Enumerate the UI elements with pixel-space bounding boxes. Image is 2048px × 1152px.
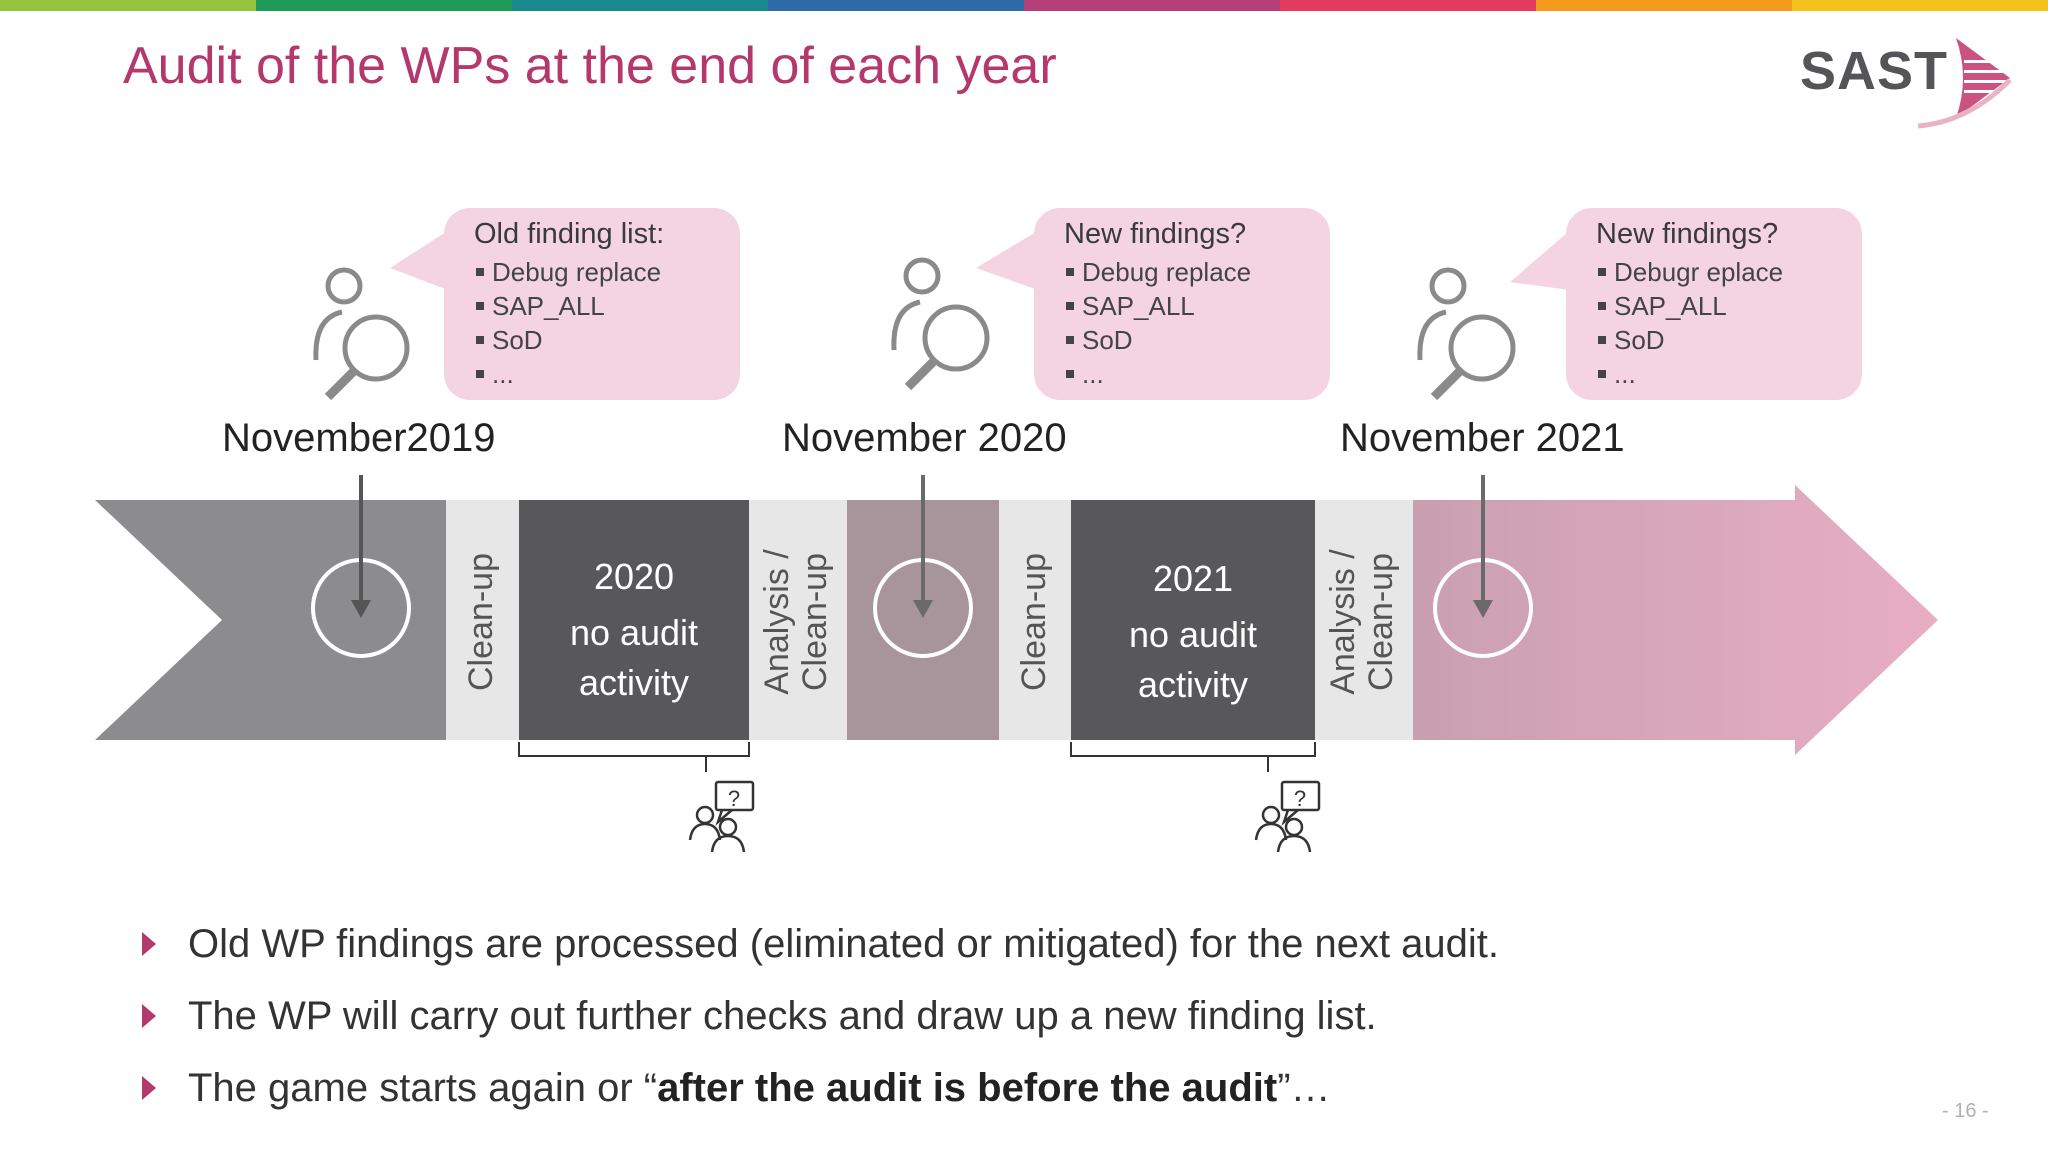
date-2020: November 2020 [782,416,1067,460]
bubble-item: SoD [474,323,740,357]
bubble-item: SoD [1596,323,1862,357]
block-2021-text: 2021 no audit activity [1071,554,1315,710]
bubble-item: Debugr eplace [1596,255,1862,289]
marker-2019 [311,475,411,658]
bullet-text-pre: The game starts again or “ [188,1066,658,1110]
bubble-item: ... [1596,357,1862,391]
cleanup-label-2: Clean-up [1015,553,1053,691]
bubble-tail-2 [976,232,1038,290]
bullet-text-bold: after the audit is before the audit [657,1066,1278,1110]
block-2021 [1071,500,1315,740]
logo-text: SAST [1800,41,1949,101]
bubble-item: SAP_ALL [474,289,740,323]
page-number: - 16 - [1942,1100,1989,1122]
bullet-text: Old WP findings are processed (eliminate… [188,922,1500,966]
color-bar [0,0,2048,11]
bubble-item: ... [474,357,740,391]
analysis-label-line: Analysis / [1324,549,1362,695]
bubble-item: SAP_ALL [1596,289,1862,323]
bullet-list: Old WP findings are processed (eliminate… [142,918,1499,1134]
bubble-item: SAP_ALL [1064,289,1330,323]
bubble-new-findings-2021: New findings? Debugr eplace SAP_ALL SoD … [1566,208,1862,400]
triangle-bullet-icon [142,1004,156,1028]
bullet-item: The WP will carry out further checks and… [142,990,1499,1062]
bubble-item: SoD [1064,323,1330,357]
logo-swoosh-icon [1917,38,2012,129]
block-line: activity [1137,664,1249,705]
triangle-bullet-icon [142,1076,156,1100]
analysis-segment-2 [1315,500,1413,740]
bubble-title: New findings? [1064,218,1247,250]
team-question-icon-1 [688,780,755,853]
svg-text:?: ? [728,786,740,811]
bubble-title: Old finding list: [474,218,665,250]
auditor-icon-2 [891,257,990,391]
block-line: no audit [1128,614,1258,655]
bubble-tail-3 [1510,232,1570,290]
auditor-icon-1 [313,267,410,401]
marker-2020 [873,475,973,658]
date-2019: November2019 [222,416,496,460]
bubble-new-findings-2020: New findings? Debug replace SAP_ALL SoD … [1034,208,1330,400]
block-year: 2020 [593,556,675,597]
bullet-item: Old WP findings are processed (eliminate… [142,918,1499,990]
timeline-end-arrow [1413,485,1938,755]
bracket-2021 [1070,742,1316,772]
timeline-start-chevron [95,500,446,740]
block-2020 [519,500,749,740]
bubble-old-findings: Old finding list: Debug replace SAP_ALL … [444,208,740,400]
bubble-tail-1 [390,232,448,290]
block-2020-text: 2020 no audit activity [519,552,749,708]
block-line: activity [578,662,690,703]
analysis-label-line: Clean-up [1362,553,1400,691]
analysis-label-line: Analysis / [758,549,796,695]
triangle-bullet-icon [142,932,156,956]
slide-title: Audit of the WPs at the end of each year [123,37,1057,95]
bubble-title: New findings? [1596,218,1779,250]
bubble-item: Debug replace [474,255,740,289]
cleanup-segment-1 [446,500,519,740]
bullet-text: The WP will carry out further checks and… [188,994,1377,1038]
analysis-label-1: Analysis / Clean-up [758,522,838,722]
bullet-item: The game starts again or “after the audi… [142,1062,1499,1134]
auditor-icon-3 [1417,267,1516,401]
analysis-label-line: Clean-up [796,553,834,691]
sast-logo: SAST [1800,30,2020,130]
team-question-icon-2 [1254,780,1321,853]
bubble-item: Debug replace [1064,255,1330,289]
cleanup-label-1: Clean-up [462,553,500,691]
bullet-text-post: ”… [1277,1066,1331,1110]
analysis-segment-1 [749,500,847,740]
block-line: no audit [569,612,699,653]
date-2021: November 2021 [1340,416,1625,460]
block-year: 2021 [1152,558,1234,599]
bubble-item: ... [1064,357,1330,391]
svg-text:?: ? [1294,786,1306,811]
bracket-2020 [518,742,750,772]
cleanup-segment-2 [999,500,1071,740]
analysis-label-2: Analysis / Clean-up [1324,522,1404,722]
marker-2021 [1433,475,1533,658]
